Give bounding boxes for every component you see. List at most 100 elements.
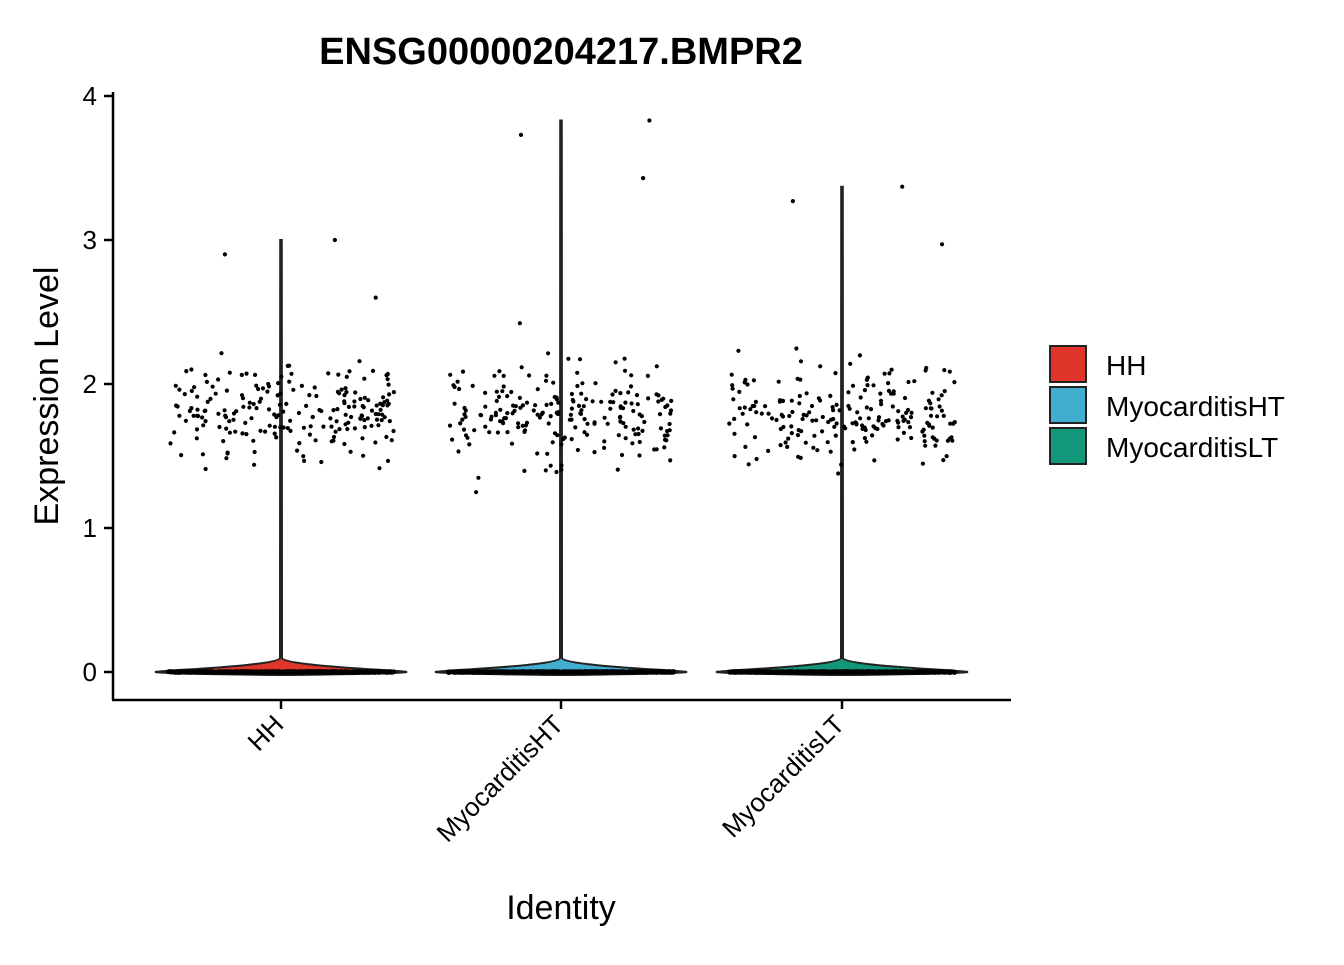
point-MyocarditisLT — [895, 669, 900, 675]
point-MyocarditisHT — [632, 670, 637, 675]
point-MyocarditisHT — [509, 389, 514, 395]
point-HH — [356, 669, 361, 675]
point-MyocarditisLT — [746, 462, 751, 467]
point-MyocarditisHT — [529, 670, 534, 675]
point-MyocarditisHT — [579, 408, 584, 413]
point-MyocarditisHT — [472, 428, 477, 433]
point-MyocarditisLT — [766, 411, 771, 416]
point-MyocarditisHT — [633, 432, 638, 437]
point-MyocarditisHT — [517, 395, 523, 400]
point-MyocarditisLT — [911, 669, 917, 675]
point-MyocarditisLT — [948, 669, 953, 674]
point-MyocarditisLT — [837, 408, 842, 413]
point-HH — [343, 422, 348, 427]
point-MyocarditisLT — [819, 669, 825, 674]
violin-MyocarditisLT — [715, 185, 969, 677]
point-MyocarditisHT — [613, 360, 618, 365]
point-MyocarditisLT — [878, 391, 883, 396]
point-MyocarditisHT — [602, 439, 607, 444]
point-MyocarditisHT — [483, 404, 488, 409]
point-MyocarditisLT — [735, 670, 740, 675]
point-HH — [189, 367, 194, 372]
point-MyocarditisHT — [497, 369, 502, 374]
point-HH — [272, 424, 277, 429]
point-MyocarditisHT — [636, 431, 641, 437]
point-HH — [204, 379, 209, 384]
point-HH — [222, 252, 227, 257]
point-MyocarditisLT — [809, 403, 815, 409]
point-MyocarditisLT — [759, 411, 764, 416]
point-HH — [285, 426, 290, 431]
point-HH — [173, 383, 178, 388]
point-MyocarditisHT — [492, 373, 497, 378]
point-MyocarditisLT — [871, 383, 876, 388]
point-MyocarditisHT — [453, 669, 458, 675]
point-MyocarditisHT — [548, 463, 553, 468]
point-MyocarditisLT — [852, 447, 857, 452]
point-MyocarditisLT — [939, 408, 945, 413]
y-tick-label-1: 1 — [83, 513, 97, 543]
point-MyocarditisHT — [455, 379, 460, 384]
point-HH — [361, 405, 366, 410]
point-HH — [350, 669, 355, 674]
point-MyocarditisLT — [818, 364, 823, 369]
point-HH — [313, 438, 318, 443]
point-MyocarditisHT — [659, 669, 664, 674]
point-MyocarditisLT — [870, 433, 875, 438]
point-MyocarditisLT — [908, 415, 914, 420]
point-MyocarditisLT — [881, 423, 886, 428]
point-MyocarditisHT — [650, 669, 655, 674]
point-MyocarditisHT — [645, 373, 651, 378]
point-MyocarditisLT — [865, 383, 870, 388]
point-MyocarditisHT — [630, 441, 635, 446]
point-HH — [291, 669, 296, 675]
point-HH — [342, 393, 347, 398]
x-tick-label-HH: HH — [241, 709, 289, 757]
point-MyocarditisHT — [581, 404, 586, 409]
point-MyocarditisHT — [498, 419, 503, 424]
point-MyocarditisHT — [540, 669, 545, 674]
point-MyocarditisHT — [637, 453, 642, 458]
chart-title: ENSG00000204217.BMPR2 — [319, 31, 803, 73]
point-HH — [260, 386, 266, 391]
point-MyocarditisHT — [602, 445, 607, 450]
point-MyocarditisHT — [510, 411, 515, 416]
point-MyocarditisLT — [886, 670, 891, 675]
violins — [154, 119, 969, 677]
point-MyocarditisLT — [862, 388, 868, 393]
point-MyocarditisHT — [448, 372, 453, 377]
point-HH — [360, 436, 365, 441]
point-MyocarditisLT — [889, 367, 894, 372]
point-MyocarditisHT — [654, 392, 659, 397]
point-HH — [243, 420, 248, 425]
point-HH — [222, 408, 227, 413]
y-tick-label-3: 3 — [83, 225, 97, 255]
point-MyocarditisLT — [929, 669, 934, 675]
point-MyocarditisLT — [732, 431, 737, 436]
point-MyocarditisHT — [518, 132, 524, 137]
point-HH — [361, 453, 366, 458]
point-HH — [210, 669, 215, 674]
point-HH — [353, 390, 358, 395]
point-HH — [385, 371, 390, 377]
point-MyocarditisLT — [887, 371, 892, 376]
point-HH — [189, 388, 194, 394]
point-MyocarditisLT — [939, 242, 945, 247]
point-MyocarditisHT — [658, 426, 664, 431]
point-MyocarditisLT — [923, 406, 929, 411]
point-MyocarditisLT — [935, 414, 940, 419]
point-HH — [267, 670, 272, 675]
point-MyocarditisLT — [798, 359, 804, 364]
point-HH — [334, 669, 339, 674]
point-HH — [251, 670, 256, 675]
point-MyocarditisHT — [631, 408, 636, 414]
point-MyocarditisLT — [923, 443, 928, 448]
point-HH — [312, 385, 317, 390]
point-MyocarditisHT — [606, 669, 611, 674]
point-HH — [365, 416, 370, 421]
point-MyocarditisLT — [833, 433, 838, 438]
point-MyocarditisLT — [902, 669, 907, 674]
point-MyocarditisHT — [509, 441, 515, 446]
point-HH — [331, 434, 337, 440]
